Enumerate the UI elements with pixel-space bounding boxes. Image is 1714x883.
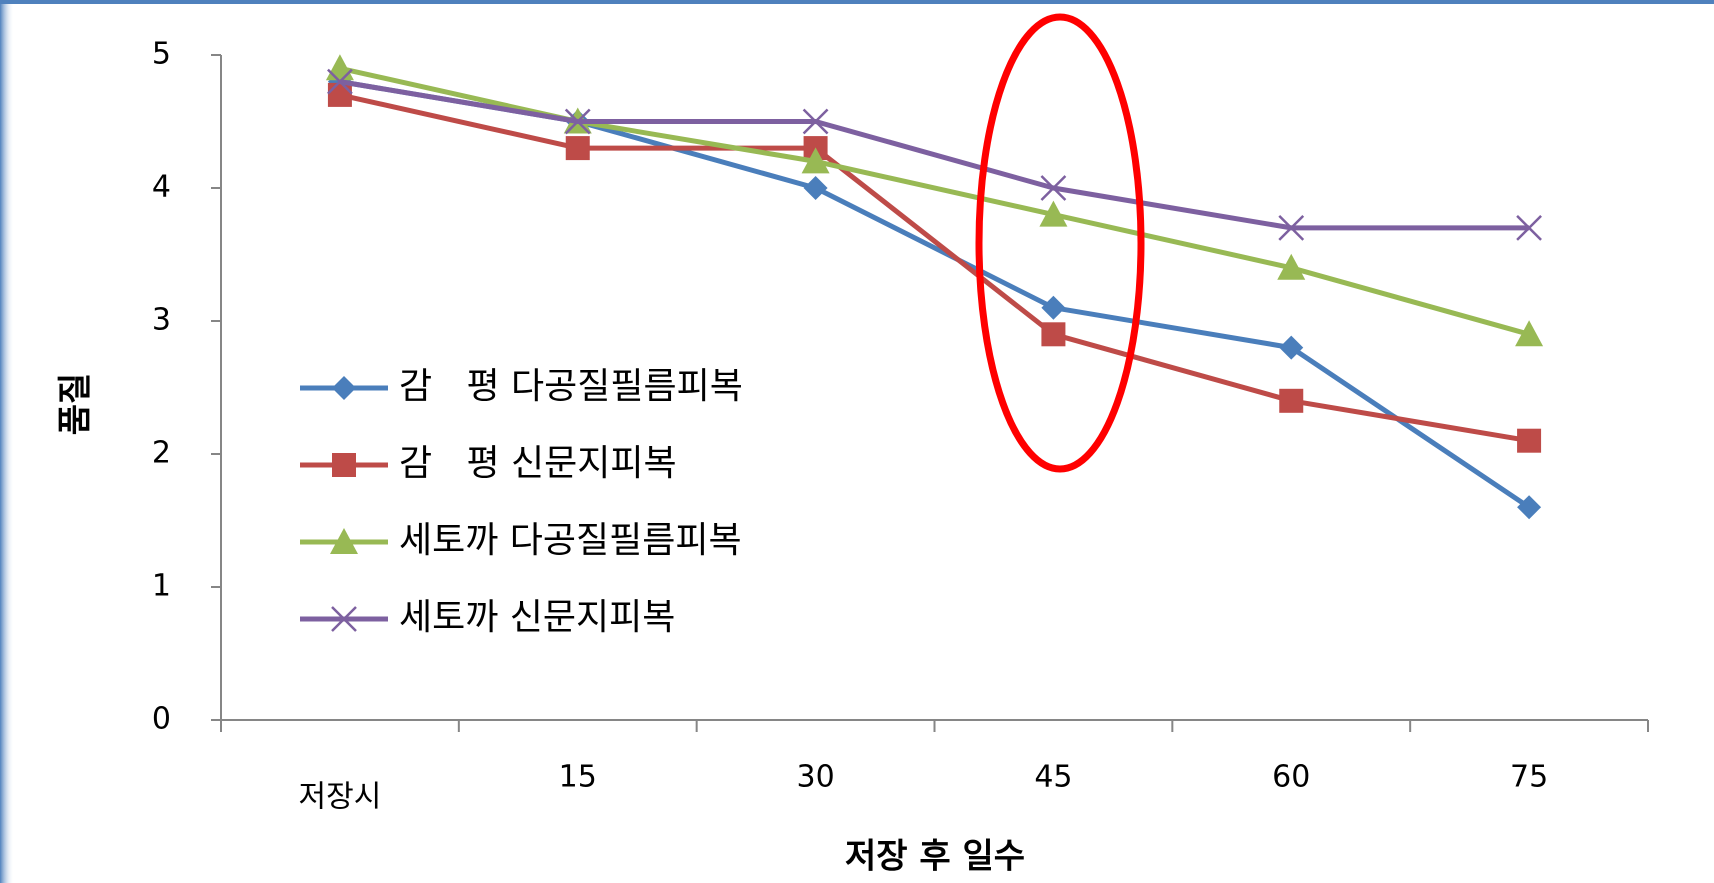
x-tick-label: 저장시 [299,780,382,815]
x-tick-label: 15 [559,760,597,795]
slide-top-border [0,0,1714,4]
point-marker [1516,215,1542,241]
point-marker [327,68,353,95]
legend-label: 감 평 다공질필름피복 [399,366,743,407]
highlight-ellipse [975,13,1145,473]
point-marker [564,108,591,135]
y-axis-title: 품질 [56,373,96,436]
point-marker [1040,175,1067,201]
point-marker [1279,388,1304,413]
point-marker [802,108,829,135]
series-line [339,65,1530,337]
point-marker [1279,335,1304,360]
point-marker [801,147,830,174]
x-tick-label: 60 [1272,760,1310,795]
legend-marker [332,376,356,400]
y-tick-label: 3 [152,303,171,338]
series-line [339,92,1530,444]
y-tick-label: 4 [152,170,171,205]
point-marker [1278,215,1305,241]
point-marker [1039,200,1068,227]
point-marker [1277,253,1306,280]
point-marker [803,176,828,200]
point-marker [325,54,354,81]
point-marker [327,82,352,107]
series-line [339,79,1530,231]
slide-edge [0,0,14,883]
x-tick-label: 30 [796,760,834,795]
legend-label: 세토까 신문지피복 [399,597,675,638]
x-tick-label: 75 [1510,760,1548,795]
y-tick-label: 1 [152,569,171,604]
legend-marker [330,528,358,554]
point-marker [1517,428,1542,453]
x-axis-title: 저장 후 일수 [845,837,1025,877]
legend-marker [331,606,357,632]
legend-label: 세토까 다공질필름피복 [399,520,742,561]
point-marker [1041,322,1066,347]
point-marker [1515,320,1544,347]
point-marker [565,136,590,161]
x-tick-label: 45 [1034,760,1072,795]
y-tick-label: 0 [152,702,171,737]
legend-marker [332,453,356,477]
point-marker [1517,495,1542,520]
legend-label: 감 평 신문지피복 [399,443,677,484]
y-tick-label: 2 [152,436,171,471]
y-tick-label: 5 [152,37,171,72]
point-marker [1041,295,1066,320]
